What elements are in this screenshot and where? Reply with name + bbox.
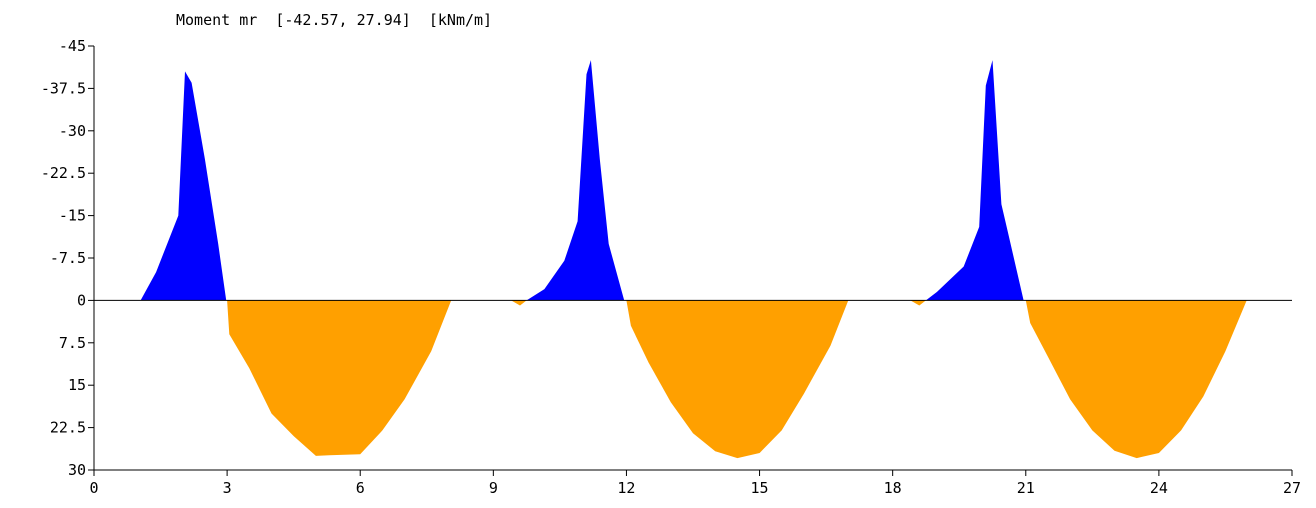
y-tick-label: 7.5 bbox=[59, 334, 86, 352]
y-tick-label: -22.5 bbox=[41, 164, 86, 182]
x-tick-label: 27 bbox=[1283, 479, 1301, 497]
moment-areas bbox=[140, 60, 1247, 459]
negative-moment-area-1 bbox=[140, 71, 227, 301]
x-tick-label: 21 bbox=[1017, 479, 1035, 497]
y-tick-label: -15 bbox=[59, 207, 86, 225]
y-tick-label: -7.5 bbox=[50, 249, 86, 267]
y-tick-label: -37.5 bbox=[41, 79, 86, 97]
y-tick-label: 30 bbox=[68, 461, 86, 479]
x-tick-label: 18 bbox=[884, 479, 902, 497]
x-tick-label: 6 bbox=[356, 479, 365, 497]
x-tick-label: 3 bbox=[223, 479, 232, 497]
x-tick-label: 12 bbox=[617, 479, 635, 497]
x-tick-label: 24 bbox=[1150, 479, 1168, 497]
x-tick-label: 9 bbox=[489, 479, 498, 497]
positive-moment-area-4 bbox=[910, 300, 926, 306]
chart-title: Moment mr [-42.57, 27.94] [kNm/m] bbox=[176, 11, 492, 29]
x-tick-label: 15 bbox=[751, 479, 769, 497]
positive-moment-area-3 bbox=[626, 300, 849, 459]
y-tick-label: 15 bbox=[68, 376, 86, 394]
positive-moment-area-1 bbox=[227, 300, 452, 456]
y-tick-label: -30 bbox=[59, 122, 86, 140]
y-tick-label: -45 bbox=[59, 37, 86, 55]
negative-moment-area-2 bbox=[526, 60, 625, 301]
y-tick-label: 22.5 bbox=[50, 419, 86, 437]
x-tick-label: 0 bbox=[89, 479, 98, 497]
positive-moment-area-5 bbox=[1025, 300, 1247, 459]
positive-moment-area-2 bbox=[511, 300, 527, 306]
negative-moment-area-3 bbox=[925, 60, 1024, 301]
y-tick-label: 0 bbox=[77, 291, 86, 309]
